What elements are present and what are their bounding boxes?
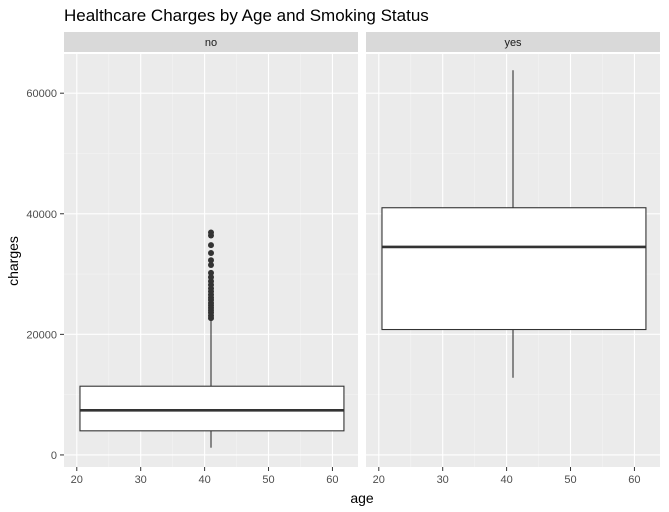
x-tick-label: 20 <box>373 474 385 486</box>
y-axis: 0 20000 40000 60000 <box>26 88 64 462</box>
outlier-point <box>208 249 214 256</box>
x-tick-label: 50 <box>262 474 274 486</box>
facet-panel-no: no <box>64 32 358 467</box>
strip-background <box>64 32 358 52</box>
x-axis-title: age <box>350 490 374 506</box>
y-tick-label: 60000 <box>26 88 57 100</box>
x-tick-label: 30 <box>135 474 147 486</box>
boxplot-marks <box>381 70 647 378</box>
outlier-point <box>208 257 214 264</box>
strip-label-yes: yes <box>504 37 522 49</box>
y-axis-title: charges <box>5 236 21 286</box>
outlier-point <box>208 274 214 281</box>
chart-title: Healthcare Charges by Age and Smoking St… <box>64 6 429 25</box>
iqr-box <box>381 207 647 331</box>
x-tick-label: 60 <box>326 474 338 486</box>
x-tick-label: 40 <box>500 474 512 486</box>
x-axis: 20 30 40 50 60 20 30 40 50 60 <box>71 467 641 486</box>
x-tick-label: 20 <box>71 474 83 486</box>
y-tick-label: 0 <box>51 450 57 462</box>
outlier-point <box>208 262 214 269</box>
x-tick-label: 60 <box>628 474 640 486</box>
boxplot-marks <box>79 229 345 448</box>
y-tick-label: 40000 <box>26 209 57 221</box>
x-tick-label: 40 <box>198 474 210 486</box>
strip-background <box>366 32 660 52</box>
outlier-point <box>208 278 214 285</box>
strip-label-no: no <box>205 37 217 49</box>
outlier-point <box>208 242 214 249</box>
facet-panel-yes: yes <box>366 32 660 467</box>
x-tick-label: 30 <box>437 474 449 486</box>
x-tick-label: 50 <box>564 474 576 486</box>
outlier-point <box>208 229 214 236</box>
y-tick-label: 20000 <box>26 329 57 341</box>
iqr-box <box>79 385 345 432</box>
outlier-point <box>208 269 214 276</box>
